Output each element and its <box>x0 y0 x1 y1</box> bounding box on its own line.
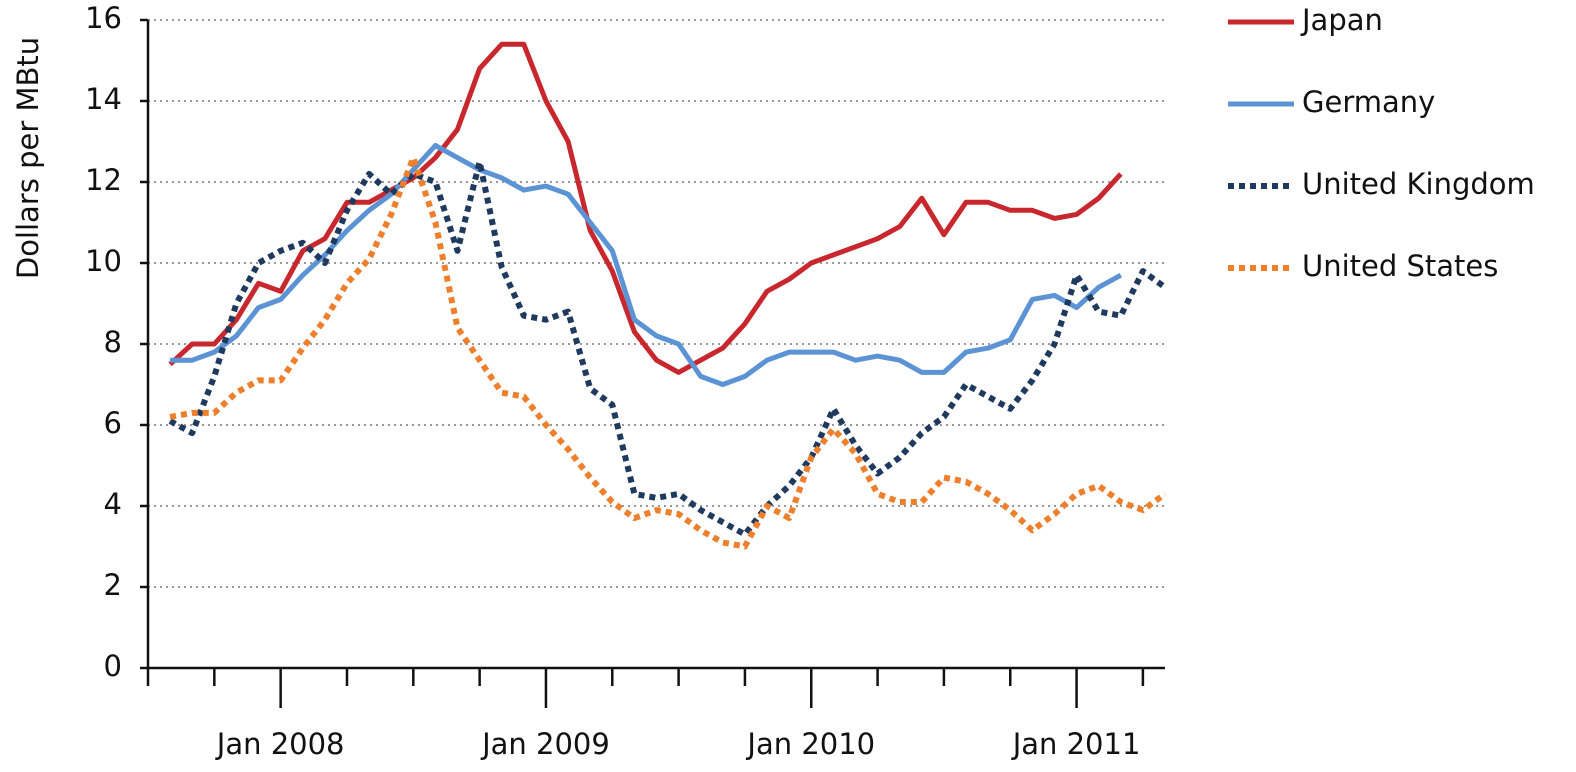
series-line <box>168 41 1123 375</box>
x-tick-label: Jan 2010 <box>745 727 875 761</box>
x-tick-label: Jan 2008 <box>215 727 345 761</box>
y-tick-label: 14 <box>85 82 122 116</box>
y-tick-label: 0 <box>104 649 122 683</box>
y-tick-label: 16 <box>85 1 122 35</box>
series-line <box>168 158 1167 538</box>
y-axis-label: Dollars per MBtu <box>11 37 45 279</box>
x-tick-label: Jan 2009 <box>480 727 610 761</box>
y-tick-label: 6 <box>104 406 122 440</box>
y-tick-label: 10 <box>85 244 122 278</box>
series-line <box>169 154 1167 550</box>
legend-label: Germany <box>1302 85 1435 119</box>
x-tick-label: Jan 2011 <box>1011 727 1141 761</box>
y-tick-label: 12 <box>85 163 122 197</box>
legend-label: United States <box>1302 249 1498 283</box>
y-tick-label: 2 <box>104 568 122 602</box>
legend-label: Japan <box>1300 3 1383 37</box>
y-tick-label: 4 <box>104 487 122 521</box>
y-tick-label: 8 <box>104 325 122 359</box>
legend-label: United Kingdom <box>1302 167 1535 201</box>
